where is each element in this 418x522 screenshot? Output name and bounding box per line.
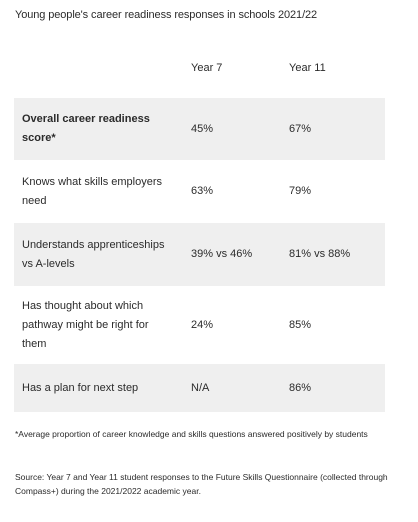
source-note: Source: Year 7 and Year 11 student respo… (15, 472, 388, 496)
footnote: *Average proportion of career knowledge … (15, 429, 368, 439)
table-row: Understands apprenticeships vs A-levels … (14, 223, 385, 286)
career-readiness-table: Year 7 Year 11 Overall career readiness … (14, 38, 385, 412)
year7-value: 39% vs 46% (191, 248, 253, 260)
table-row: Has a plan for next step N/A 86% (14, 364, 385, 412)
row-label: Has thought about which pathway might be… (22, 299, 149, 350)
year7-value: N/A (191, 381, 210, 394)
table-row: Overall career readiness score* 45% 67% (14, 98, 385, 160)
year11-value: 86% (289, 381, 312, 394)
row-label: Has a plan for next step (22, 381, 139, 394)
table-row: Has thought about which pathway might be… (14, 286, 385, 364)
year7-value: 45% (191, 122, 214, 135)
row-label: Understands apprenticeships vs A-levels (22, 238, 165, 270)
row-label: Overall career readiness score* (22, 113, 150, 144)
year11-value: 67% (289, 122, 312, 135)
table-header-row: Year 7 Year 11 (14, 38, 385, 98)
year11-value: 85% (289, 318, 312, 331)
header-year7: Year 7 (191, 61, 223, 74)
year7-value: 24% (191, 318, 214, 331)
table-row: Knows what skills employers need 63% 79% (14, 160, 385, 223)
year11-value: 79% (289, 185, 312, 197)
header-year11: Year 11 (289, 61, 326, 74)
year7-value: 63% (191, 185, 214, 197)
year11-value: 81% vs 88% (289, 248, 351, 260)
table-title: Young people's career readiness response… (15, 9, 318, 21)
row-label: Knows what skills employers need (22, 175, 162, 207)
